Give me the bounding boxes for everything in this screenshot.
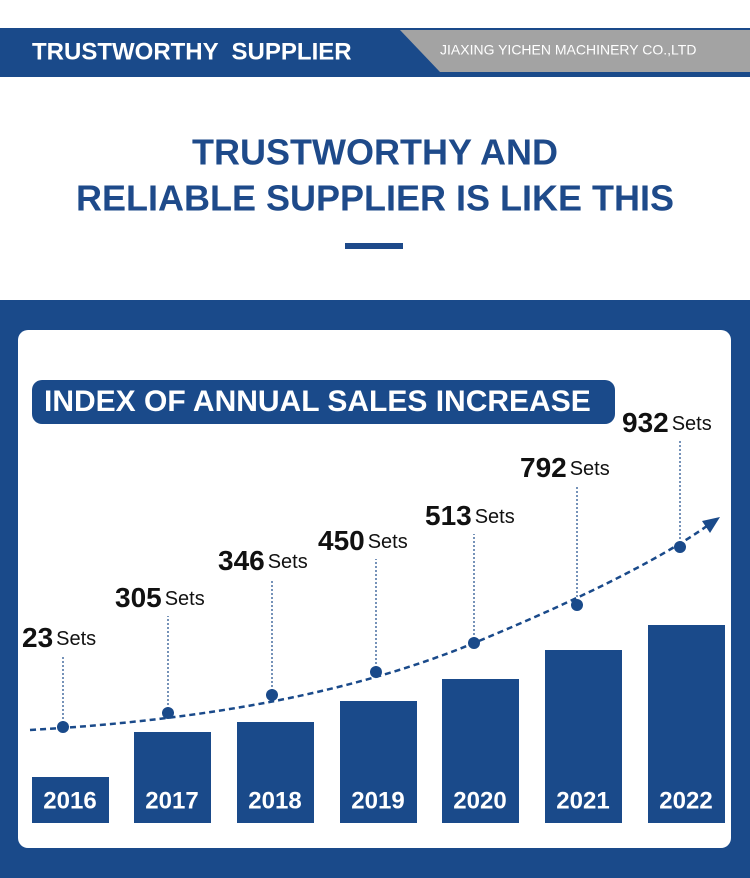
bar xyxy=(442,679,519,823)
year-label: 2017 xyxy=(145,787,198,814)
sales-label: 305 Sets xyxy=(115,582,205,613)
year-label: 2019 xyxy=(351,787,404,814)
sales-value: 513 xyxy=(425,500,472,531)
sales-label: 23 Sets xyxy=(22,622,96,653)
panel-title-bg xyxy=(32,380,615,424)
sales-label: 346 Sets xyxy=(218,545,308,576)
point xyxy=(162,707,174,719)
point xyxy=(468,637,480,649)
header-company-band xyxy=(400,30,750,72)
point xyxy=(674,541,686,553)
sales-label: 513 Sets xyxy=(425,500,515,531)
point xyxy=(266,689,278,701)
bar xyxy=(545,650,622,823)
sales-value: 23 xyxy=(22,622,53,653)
sales-unit: Sets xyxy=(475,506,515,528)
sales-label: 450 Sets xyxy=(318,525,408,556)
sales-unit: Sets xyxy=(570,458,610,480)
point xyxy=(57,721,69,733)
heading: RELIABLE SUPPLIER IS LIKE THIS xyxy=(76,178,674,219)
bar xyxy=(648,625,725,823)
sales-value: 450 xyxy=(318,525,365,556)
sales-unit: Sets xyxy=(56,628,96,650)
divider xyxy=(345,243,403,249)
trend-arrow xyxy=(702,517,720,533)
year-label: 2020 xyxy=(453,787,506,814)
point xyxy=(571,599,583,611)
header-company: JIAXING YICHEN MACHINERY CO.,LTD xyxy=(440,42,696,58)
point xyxy=(370,666,382,678)
sales-unit: Sets xyxy=(268,551,308,573)
year-label: 2021 xyxy=(556,787,609,814)
year-label: 2022 xyxy=(659,787,712,814)
sales-unit: Sets xyxy=(368,531,408,553)
sales-value: 932 xyxy=(622,407,669,438)
sales-unit: Sets xyxy=(672,413,712,435)
header-tag: TRUSTWORTHY SUPPLIER xyxy=(32,38,352,65)
bar xyxy=(237,722,314,823)
sales-value: 792 xyxy=(520,452,567,483)
sales-label: 792 Sets xyxy=(520,452,610,483)
sales-unit: Sets xyxy=(165,588,205,610)
heading: TRUSTWORTHY AND xyxy=(192,132,558,173)
year-label: 2016 xyxy=(43,787,96,814)
bar xyxy=(340,701,417,823)
bar xyxy=(32,777,109,823)
sales-label: 932 Sets xyxy=(622,407,712,438)
panel-title: INDEX OF ANNUAL SALES INCREASE xyxy=(44,385,591,418)
year-label: 2018 xyxy=(248,787,301,814)
trend-line xyxy=(29,517,719,732)
bar xyxy=(134,732,211,823)
sales-value: 346 xyxy=(218,545,265,576)
sales-value: 305 xyxy=(115,582,162,613)
